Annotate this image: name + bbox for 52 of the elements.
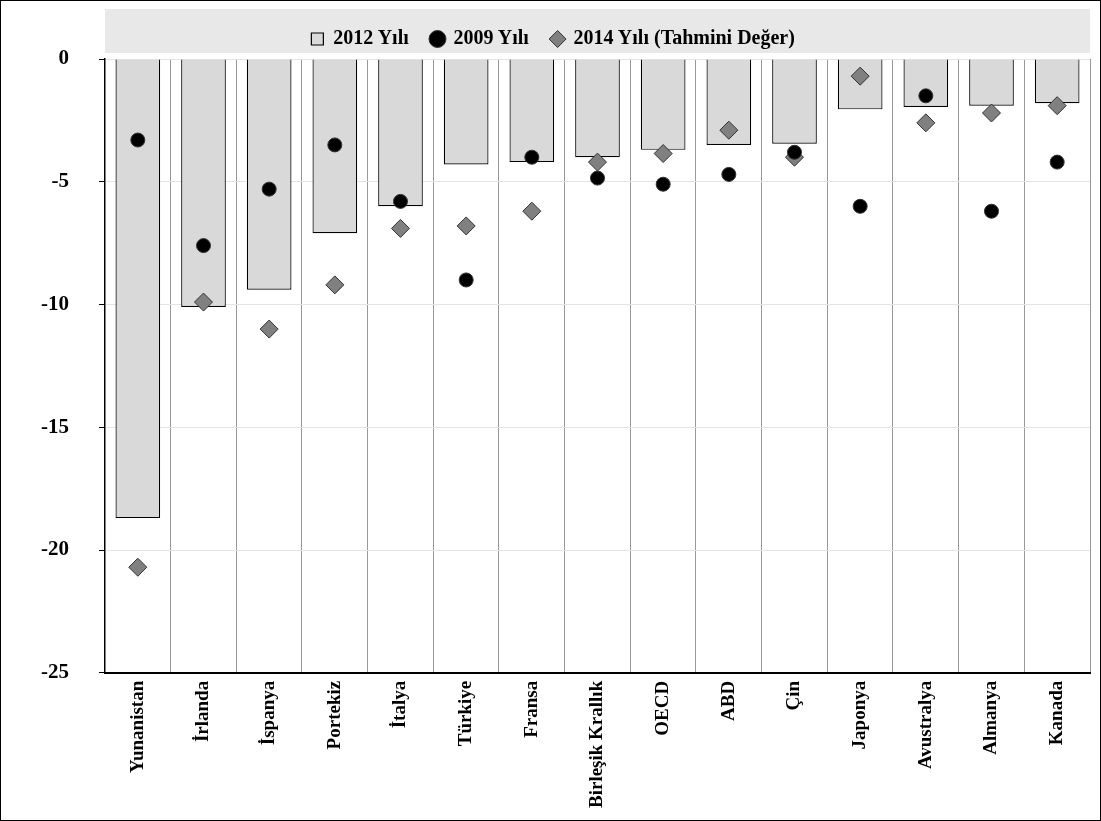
point [327, 137, 343, 153]
point [719, 120, 739, 140]
x-tick-label: Türkiye [454, 680, 476, 747]
point [259, 319, 279, 339]
x-tick-label: İrlanda [191, 680, 213, 743]
x-tick-label: OECD [651, 680, 673, 736]
point [393, 193, 408, 209]
point [128, 557, 148, 577]
point [984, 203, 999, 219]
legend-label: 2014 Yılı (Tahmini Değer) [573, 26, 795, 50]
point [655, 176, 671, 192]
point [193, 292, 213, 312]
x-tick-label: Birleşik Krallık [585, 680, 607, 808]
point [391, 218, 410, 238]
point [918, 88, 934, 104]
point [787, 144, 802, 160]
x-tick-label: Fransa [519, 680, 541, 738]
y-tick-label: -15 [40, 413, 69, 438]
point [524, 149, 540, 165]
x-tick-label: İspanya [257, 680, 279, 746]
x-tick-label: Kanada [1045, 680, 1067, 746]
point [130, 132, 146, 148]
point [982, 103, 1001, 123]
y-tick-label: -5 [51, 168, 69, 193]
y-tick-label: 0 [58, 45, 69, 70]
point [1049, 154, 1065, 170]
point [522, 201, 542, 221]
point [916, 113, 936, 133]
point [325, 275, 345, 295]
point [852, 198, 868, 214]
x-tick-label: ABD [716, 680, 738, 721]
point [458, 272, 474, 288]
x-tick-label: Avustralya [913, 680, 935, 770]
x-tick-label: Portekiz [322, 680, 344, 750]
x-tick-label: Yunanistan [125, 680, 147, 774]
x-tick-label: İtalya [388, 680, 410, 729]
point [590, 170, 605, 186]
point [653, 144, 673, 164]
y-tick-label: -20 [40, 536, 69, 561]
legend-label: 2012 Yılı [333, 26, 410, 49]
x-tick-label: Çin [782, 680, 804, 711]
x-tick-label: Japonya [848, 680, 870, 750]
point [1047, 96, 1067, 116]
y-tick-label: -10 [40, 290, 69, 315]
point [588, 152, 607, 172]
legend-label: 2009 Yılı [453, 26, 530, 49]
point [261, 181, 277, 197]
point [721, 166, 737, 182]
point [456, 216, 476, 236]
x-tick-label: Almanya [979, 680, 1001, 755]
y-tick-label: -25 [40, 659, 69, 684]
point [195, 238, 211, 254]
